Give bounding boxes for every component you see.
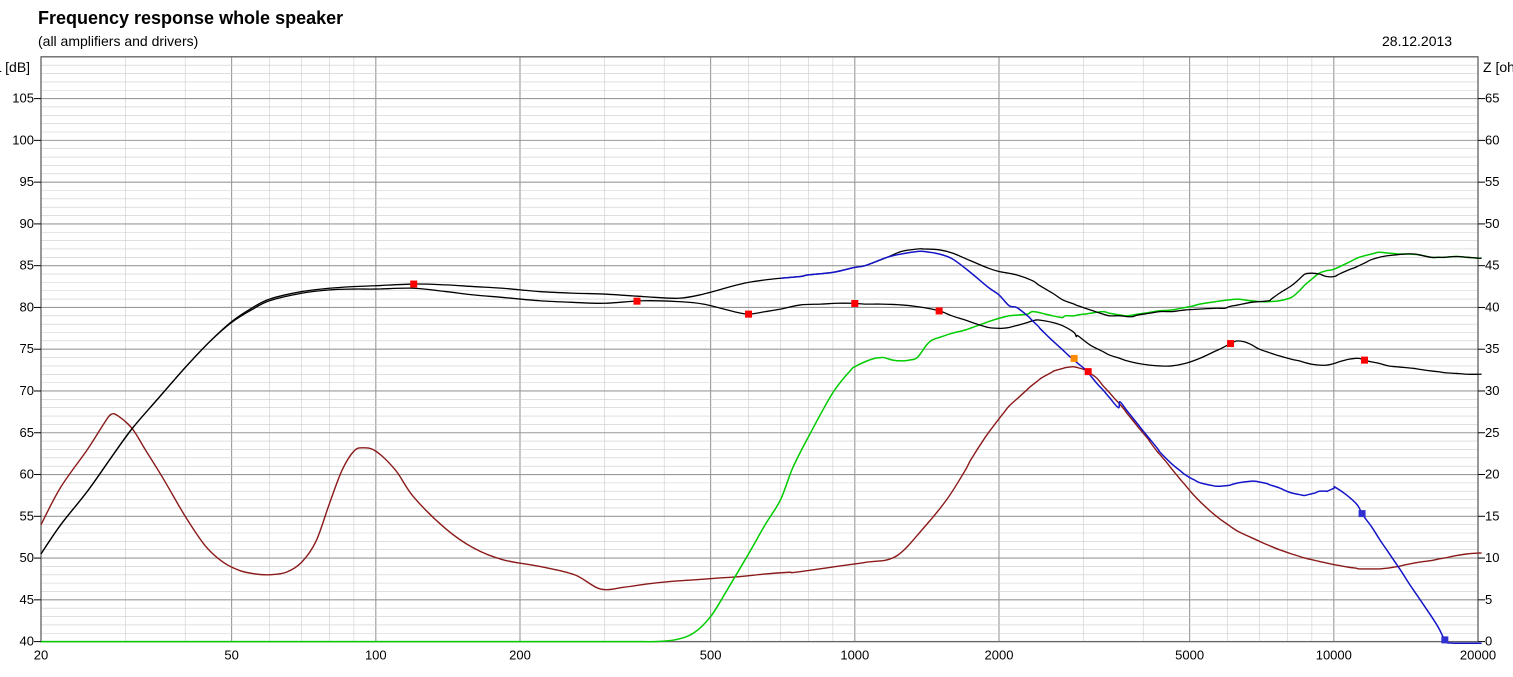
- svg-text:5000: 5000: [1175, 648, 1204, 663]
- svg-text:45: 45: [20, 592, 34, 607]
- svg-text:2000: 2000: [985, 648, 1014, 663]
- svg-text:10: 10: [1485, 550, 1499, 565]
- svg-text:35: 35: [1485, 341, 1499, 356]
- svg-text:95: 95: [20, 174, 34, 189]
- svg-text:20000: 20000: [1460, 648, 1496, 663]
- svg-text:200: 200: [509, 648, 531, 663]
- svg-text:20: 20: [34, 648, 48, 663]
- svg-text:90: 90: [20, 216, 34, 231]
- svg-text:40: 40: [1485, 299, 1499, 314]
- svg-text:1000: 1000: [840, 648, 869, 663]
- svg-text:60: 60: [20, 467, 34, 482]
- svg-text:0: 0: [1485, 634, 1492, 649]
- svg-text:65: 65: [1485, 91, 1499, 106]
- svg-text:55: 55: [20, 508, 34, 523]
- svg-text:15: 15: [1485, 508, 1499, 523]
- svg-text:65: 65: [20, 425, 34, 440]
- svg-text:25: 25: [1485, 425, 1499, 440]
- svg-text:105: 105: [12, 91, 34, 106]
- svg-text:100: 100: [365, 648, 387, 663]
- svg-text:50: 50: [20, 550, 34, 565]
- svg-text:50: 50: [1485, 216, 1499, 231]
- svg-text:20: 20: [1485, 467, 1499, 482]
- svg-text:70: 70: [20, 383, 34, 398]
- svg-text:55: 55: [1485, 174, 1499, 189]
- svg-text:40: 40: [20, 634, 34, 649]
- svg-text:50: 50: [224, 648, 238, 663]
- svg-text:75: 75: [20, 341, 34, 356]
- svg-text:85: 85: [20, 258, 34, 273]
- svg-text:30: 30: [1485, 383, 1499, 398]
- svg-text:10000: 10000: [1316, 648, 1352, 663]
- svg-text:500: 500: [700, 648, 722, 663]
- svg-text:80: 80: [20, 299, 34, 314]
- svg-text:100: 100: [12, 132, 34, 147]
- svg-text:45: 45: [1485, 258, 1499, 273]
- svg-text:5: 5: [1485, 592, 1492, 607]
- svg-text:60: 60: [1485, 132, 1499, 147]
